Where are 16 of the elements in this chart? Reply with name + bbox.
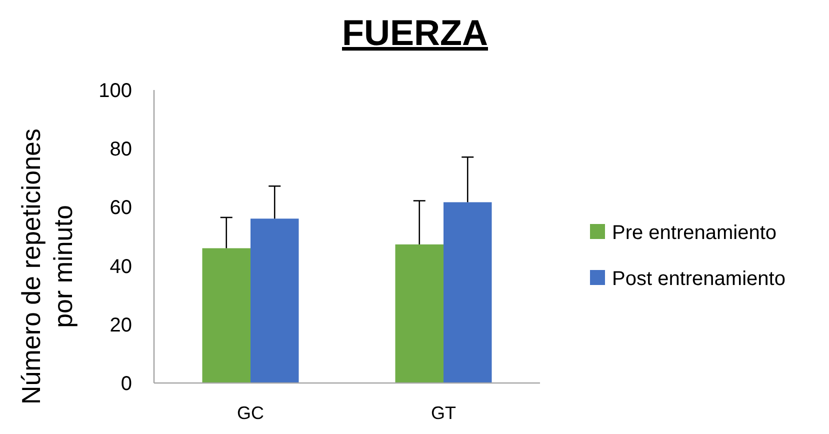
x-tick-label: GT (431, 403, 456, 423)
bar (250, 218, 299, 383)
bar (395, 244, 444, 383)
bar (202, 248, 250, 383)
x-tick-label: GC (237, 403, 264, 423)
y-tick-label: 0 (120, 373, 132, 395)
legend-label: Post entrenamiento (612, 268, 786, 290)
chart-title: FUERZA (342, 12, 488, 53)
y-tick-label: 40 (110, 256, 132, 278)
y-tick-label: 20 (110, 314, 132, 336)
y-axis-title: Número de repeticiones por minuto (16, 128, 78, 405)
legend-label: Pre entrenamiento (612, 222, 777, 244)
bar (444, 202, 492, 383)
y-tick-label: 80 (110, 138, 132, 161)
y-tick-label: 60 (110, 197, 132, 220)
y-tick-label: 100 (98, 80, 132, 102)
